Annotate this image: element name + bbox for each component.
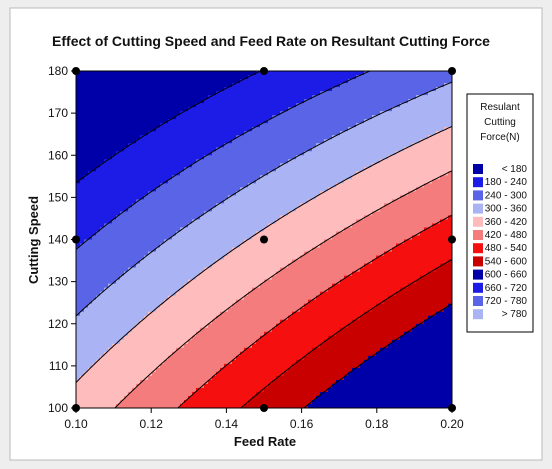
design-point — [448, 235, 456, 244]
x-tick-label: 0.18 — [365, 417, 389, 431]
legend-swatch — [473, 203, 483, 214]
legend-title: Force(N) — [480, 132, 519, 143]
y-tick-label: 180 — [48, 64, 68, 78]
contour-line — [76, 125, 452, 383]
contour-line — [177, 214, 452, 408]
x-axis-title: Feed Rate — [234, 434, 296, 449]
legend-label: 300 - 360 — [485, 204, 528, 215]
design-point — [260, 235, 268, 244]
legend-label: 720 - 780 — [485, 296, 528, 307]
y-tick-label: 120 — [48, 317, 68, 331]
legend-label: 480 - 540 — [485, 243, 528, 254]
legend-title: Resulant — [480, 102, 520, 113]
legend-title: Cutting — [484, 117, 516, 128]
legend-swatch — [473, 216, 483, 227]
legend-swatch — [473, 269, 483, 280]
x-tick-label: 0.20 — [440, 417, 464, 431]
legend-swatch — [473, 243, 483, 254]
legend-label: 360 - 420 — [485, 217, 528, 228]
y-tick-label: 150 — [48, 190, 68, 204]
legend-swatch — [473, 164, 483, 174]
x-tick-label: 0.10 — [64, 417, 88, 431]
contour-line — [76, 71, 372, 250]
legend-label: 180 - 240 — [485, 177, 528, 188]
y-tick-label: 130 — [48, 275, 68, 289]
design-point — [260, 67, 268, 75]
x-tick-label: 0.12 — [140, 417, 164, 431]
chart-title: Effect of Cutting Speed and Feed Rate on… — [52, 33, 490, 49]
x-tick-label: 0.14 — [215, 417, 239, 431]
legend-swatch — [473, 190, 483, 201]
legend-swatch — [473, 177, 483, 188]
legend-swatch — [473, 282, 483, 293]
legend-label: 240 - 300 — [485, 190, 528, 201]
design-point — [72, 67, 80, 75]
contour-line — [114, 170, 452, 408]
legend-label: 660 - 720 — [485, 283, 528, 294]
x-tick-label: 0.16 — [290, 417, 314, 431]
design-point — [72, 404, 80, 412]
legend-label: 540 - 600 — [485, 256, 528, 267]
legend-swatch — [473, 296, 483, 306]
y-axis-title: Cutting Speed — [26, 196, 41, 284]
contour-line — [240, 259, 452, 408]
design-point — [260, 404, 268, 412]
y-tick-label: 110 — [49, 359, 68, 373]
legend: Resulant Cutting Force(N) < 180 180 - 240 240… — [466, 93, 534, 333]
legend-label: > 780 — [502, 309, 528, 320]
contour-line — [303, 303, 452, 408]
design-point — [448, 404, 456, 412]
y-tick-label: 140 — [48, 233, 68, 247]
y-tick-label: 100 — [48, 401, 68, 415]
legend-label: 420 - 480 — [485, 230, 528, 241]
legend-swatch — [473, 309, 483, 320]
design-point — [72, 235, 80, 244]
legend-swatch — [473, 256, 483, 267]
contour-line — [76, 71, 262, 184]
y-tick-label: 160 — [48, 148, 68, 162]
legend-label: 600 - 660 — [485, 270, 528, 281]
plot-area — [76, 71, 452, 408]
y-tick-label: 170 — [48, 106, 68, 120]
design-point — [448, 67, 456, 75]
design-points — [72, 67, 456, 412]
legend-swatch — [473, 230, 483, 240]
legend-label: < 180 — [502, 164, 528, 175]
contour-line — [76, 81, 452, 317]
